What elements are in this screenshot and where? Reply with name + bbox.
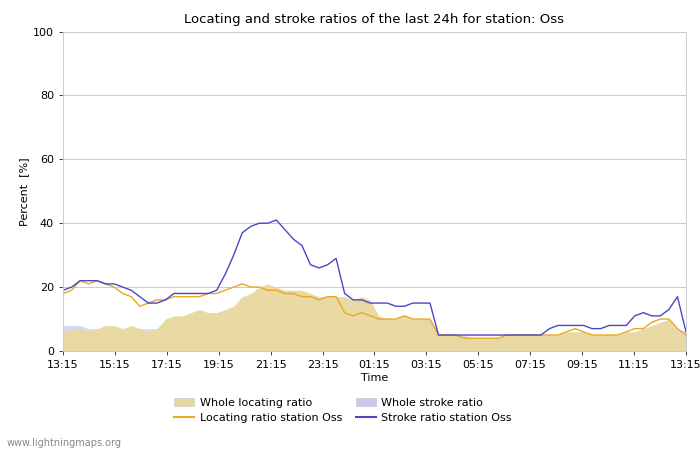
Legend: Whole locating ratio, Locating ratio station Oss, Whole stroke ratio, Stroke rat: Whole locating ratio, Locating ratio sta… bbox=[174, 398, 512, 423]
Y-axis label: Percent  [%]: Percent [%] bbox=[19, 157, 29, 225]
Text: www.lightningmaps.org: www.lightningmaps.org bbox=[7, 438, 122, 448]
X-axis label: Time: Time bbox=[361, 373, 388, 383]
Title: Locating and stroke ratios of the last 24h for station: Oss: Locating and stroke ratios of the last 2… bbox=[185, 13, 564, 26]
